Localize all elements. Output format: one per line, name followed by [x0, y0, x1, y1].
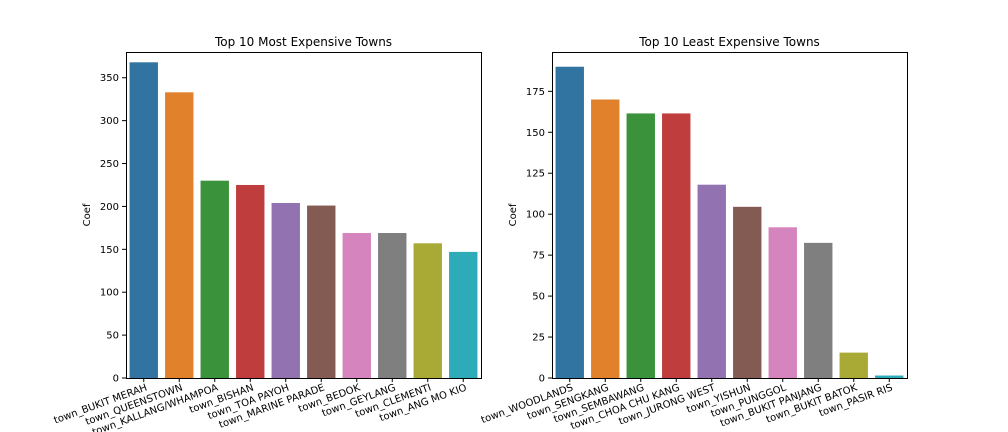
- bar: [591, 99, 620, 378]
- bar: [413, 243, 442, 378]
- y-tick-label: 0: [113, 374, 119, 385]
- bar-series: [555, 66, 904, 379]
- plot-frame: [126, 52, 482, 379]
- most-expensive-chart: Top 10 Most Expensive Towns Coef 0 50 100 1…: [53, 35, 482, 432]
- y-tick-label: 50: [106, 331, 119, 342]
- y-tick-label: 150: [526, 128, 545, 139]
- bar: [307, 205, 336, 378]
- y-tick-label: 350: [100, 73, 119, 84]
- y-tick-label: 100: [100, 288, 119, 299]
- bar: [271, 202, 300, 378]
- y-tick-label: 125: [526, 169, 545, 180]
- y-tick-label: 175: [526, 87, 545, 98]
- y-tick-label: 150: [100, 245, 119, 256]
- bar: [378, 233, 407, 378]
- bar: [342, 233, 371, 378]
- y-tick-label: 50: [532, 292, 545, 303]
- chart-title: Top 10 Least Expensive Towns: [638, 35, 820, 49]
- bar: [768, 227, 797, 378]
- y-tick-label: 0: [539, 374, 545, 385]
- y-tick-label: 75: [532, 251, 545, 262]
- y-tick-label: 100: [526, 210, 545, 221]
- bar: [839, 352, 868, 378]
- bar: [804, 242, 833, 378]
- bar: [129, 62, 158, 378]
- bar: [626, 113, 655, 379]
- bar: [236, 184, 265, 378]
- y-axis-ticks: 0 50 100 150 200 250 300 350: [100, 73, 126, 385]
- y-axis-label: Coef: [82, 203, 93, 226]
- least-expensive-chart: Top 10 Least Expensive Towns Coef 0 25 50 7…: [480, 35, 908, 432]
- y-tick-label: 300: [100, 116, 119, 127]
- bar: [449, 251, 478, 378]
- y-axis-label: Coef: [508, 203, 519, 226]
- bar-series: [129, 62, 478, 378]
- y-tick-label: 250: [100, 159, 119, 170]
- bar: [662, 113, 691, 379]
- y-axis-ticks: 0 25 50 75 100 125 150 175: [526, 87, 552, 385]
- bar: [200, 180, 229, 378]
- bar: [165, 92, 194, 378]
- bar: [875, 375, 904, 378]
- bar: [555, 66, 584, 379]
- bar: [733, 206, 762, 378]
- y-tick-label: 25: [532, 333, 545, 344]
- bar: [697, 184, 726, 378]
- y-tick-label: 200: [100, 202, 119, 213]
- plot-frame: [552, 52, 908, 379]
- chart-title: Top 10 Most Expensive Towns: [214, 35, 392, 49]
